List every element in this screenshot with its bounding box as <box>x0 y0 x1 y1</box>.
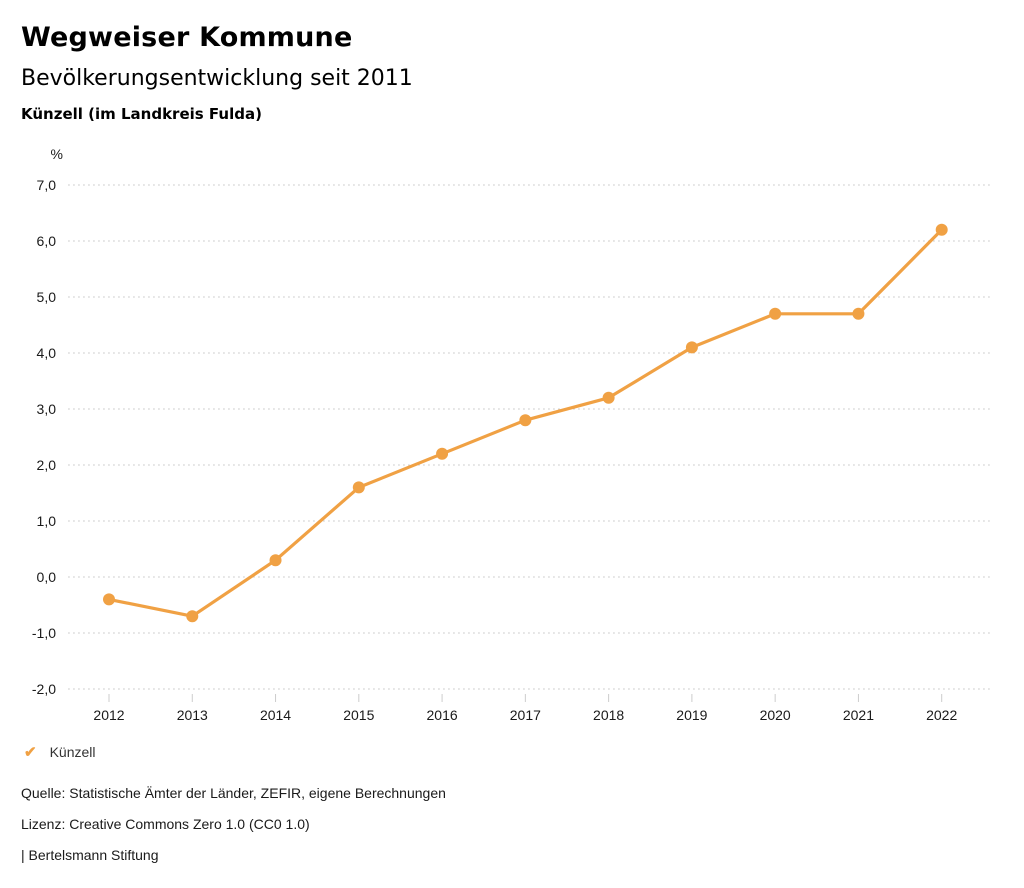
y-tick-label: -2,0 <box>32 681 56 697</box>
legend-item-kuenzell[interactable]: ✔ Künzell <box>24 744 96 760</box>
chart-region-subtitle: Künzell (im Landkreis Fulda) <box>21 105 262 123</box>
legend-label: Künzell <box>49 744 96 760</box>
legend-check-icon: ✔ <box>24 743 37 761</box>
data-point[interactable] <box>769 307 782 320</box>
x-tick-label: 2017 <box>510 707 541 723</box>
x-tick-label: 2020 <box>760 707 791 723</box>
data-point[interactable] <box>186 610 199 623</box>
attribution-text: | Bertelsmann Stiftung <box>21 847 159 863</box>
x-tick-label: 2015 <box>343 707 374 723</box>
x-tick-label: 2012 <box>93 707 124 723</box>
data-point[interactable] <box>852 307 865 320</box>
y-tick-label: 7,0 <box>37 177 57 193</box>
y-tick-label: -1,0 <box>32 625 56 641</box>
y-tick-label: 1,0 <box>37 513 57 529</box>
x-tick-label: 2013 <box>177 707 208 723</box>
x-tick-label: 2019 <box>676 707 707 723</box>
data-point[interactable] <box>602 391 615 404</box>
chart-footer: Quelle: Statistische Ämter der Länder, Z… <box>21 786 446 879</box>
x-tick-label: 2021 <box>843 707 874 723</box>
x-tick-label: 2018 <box>593 707 624 723</box>
y-tick-label: 5,0 <box>37 289 57 305</box>
chart-title: Bevölkerungsentwicklung seit 2011 <box>21 66 413 91</box>
chart-canvas[interactable]: % 7,0 6,0 5,0 4,0 3,0 2,0 1,0 0,0 -1,0 -2,0 2012 201… <box>0 140 1024 730</box>
x-tick-label: 2022 <box>926 707 957 723</box>
data-point[interactable] <box>685 341 698 354</box>
y-axis-unit-label: % <box>51 146 63 162</box>
data-point[interactable] <box>103 593 115 606</box>
y-tick-label: 2,0 <box>37 457 57 473</box>
data-point[interactable] <box>519 414 532 427</box>
data-point[interactable] <box>269 554 282 567</box>
chart-area: % 7,0 6,0 5,0 4,0 3,0 2,0 1,0 0,0 -1,0 -2,0 2012 201… <box>0 140 1024 730</box>
page-title: Wegweiser Kommune <box>21 22 353 53</box>
y-tick-label: 6,0 <box>37 233 57 249</box>
data-point[interactable] <box>352 481 365 494</box>
license-text: Lizenz: Creative Commons Zero 1.0 (CC0 1… <box>21 816 310 832</box>
y-tick-label: 4,0 <box>37 345 57 361</box>
data-point[interactable] <box>436 447 449 460</box>
source-text: Quelle: Statistische Ämter der Länder, Z… <box>21 785 446 801</box>
data-point[interactable] <box>935 223 948 236</box>
x-tick-label: 2014 <box>260 707 291 723</box>
y-tick-label: 0,0 <box>37 569 57 585</box>
x-tick-label: 2016 <box>427 707 458 723</box>
y-tick-label: 3,0 <box>37 401 57 417</box>
